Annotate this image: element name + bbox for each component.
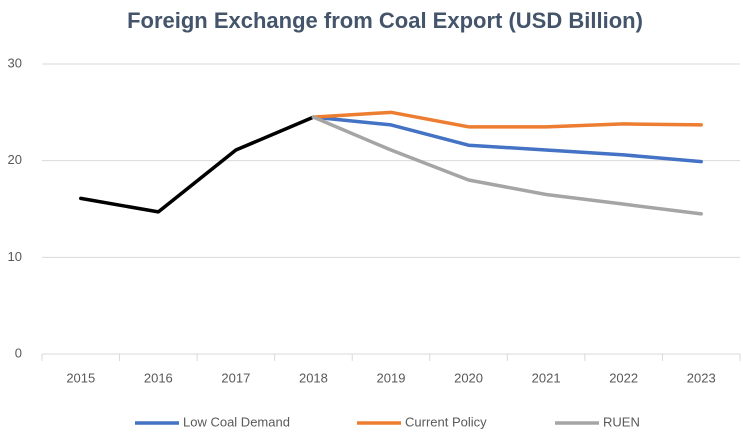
x-tick-label: 2022 bbox=[609, 370, 638, 385]
series-line bbox=[311, 115, 703, 216]
legend-label: Low Coal Demand bbox=[183, 414, 290, 429]
y-tick-label: 10 bbox=[8, 249, 22, 264]
x-tick-label: 2015 bbox=[66, 370, 95, 385]
x-tick-label: 2021 bbox=[532, 370, 561, 385]
chart-title: Foreign Exchange from Coal Export (USD B… bbox=[127, 8, 643, 33]
series-line bbox=[311, 110, 703, 129]
x-tick-label: 2020 bbox=[454, 370, 483, 385]
x-tick-label: 2018 bbox=[299, 370, 328, 385]
legend-label: Current Policy bbox=[405, 414, 487, 429]
series-line bbox=[311, 115, 703, 164]
y-tick-label: 30 bbox=[8, 55, 22, 70]
series-line bbox=[79, 115, 316, 214]
y-tick-label: 0 bbox=[15, 345, 22, 360]
x-tick-label: 2016 bbox=[144, 370, 173, 385]
legend-label: RUEN bbox=[603, 414, 640, 429]
x-tick-label: 2017 bbox=[221, 370, 250, 385]
y-tick-label: 20 bbox=[8, 152, 22, 167]
x-tick-label: 2023 bbox=[687, 370, 716, 385]
x-tick-label: 2019 bbox=[377, 370, 406, 385]
